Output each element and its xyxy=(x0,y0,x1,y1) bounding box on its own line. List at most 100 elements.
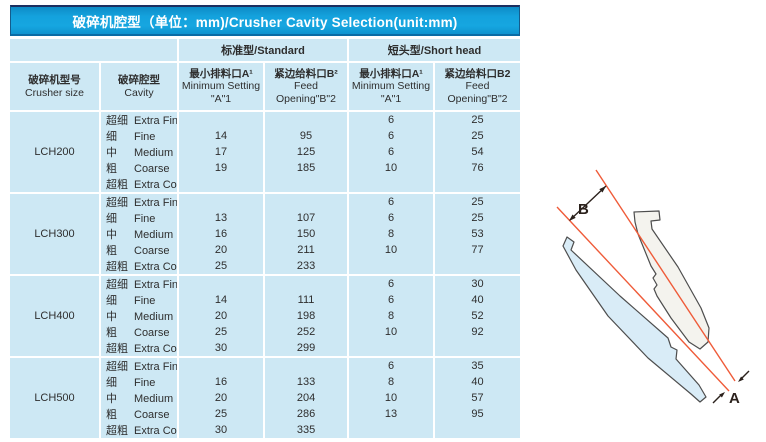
value-cell: 19 xyxy=(177,160,264,176)
value-cell: 40 xyxy=(433,374,521,390)
cavity-zh-label: 中 xyxy=(106,147,117,159)
table-row: 粗 Coarse 25 252 10 92 xyxy=(10,324,521,340)
value-cell: 286 xyxy=(262,406,349,422)
value-cell: 25 xyxy=(433,128,521,144)
header-en2: Opening"B"2 xyxy=(447,92,508,105)
cavity-en-label: Coarse xyxy=(134,245,170,257)
value-cell: 25 xyxy=(433,210,521,226)
header-zh: 破碎机型号 xyxy=(28,74,81,86)
cavity-cell: 超粗 Extra Coarse xyxy=(99,422,178,438)
value-cell xyxy=(347,176,435,193)
cavity-zh-label: 细 xyxy=(106,131,117,143)
value-cell: 111 xyxy=(262,292,349,308)
crusher-table-section: 破碎机腔型（单位：mm)/Crusher Cavity Selection(un… xyxy=(10,5,521,438)
cavity-en-label: Fine xyxy=(134,131,156,143)
cavity-cell: 中 Medium xyxy=(99,226,178,242)
cavity-en-label: Medium xyxy=(134,229,174,241)
cavity-cell: 超粗 Extra Coarse xyxy=(99,258,178,275)
table-row: 中 Medium 17 125 6 54 xyxy=(10,144,521,160)
value-cell: 52 xyxy=(433,308,521,324)
cavity-zh-label: 中 xyxy=(106,229,117,241)
group-header-row: 标准型/Standard 短头型/Short head xyxy=(10,39,521,62)
cavity-en-label: Coarse xyxy=(134,163,170,175)
value-cell: 16 xyxy=(177,374,264,390)
cavity-zh-label: 中 xyxy=(106,311,117,323)
cavity-zh-label: 超细 xyxy=(106,115,128,127)
value-cell xyxy=(262,356,349,374)
crusher-model-cell: LCH400 xyxy=(10,274,100,357)
value-cell xyxy=(262,192,349,210)
value-cell: 185 xyxy=(262,160,349,176)
dimension-b-label: B xyxy=(578,201,589,218)
value-cell: 25 xyxy=(177,406,264,422)
value-cell: 233 xyxy=(262,258,349,275)
value-cell xyxy=(262,274,349,292)
value-cell: 20 xyxy=(177,308,264,324)
value-cell: 6 xyxy=(347,210,435,226)
col-header-cavity: 破碎腔型 Cavity xyxy=(99,61,178,111)
value-cell: 40 xyxy=(433,292,521,308)
value-cell: 10 xyxy=(347,242,435,258)
value-cell xyxy=(433,258,521,275)
value-cell xyxy=(177,192,264,210)
col-header-standard-feed-opening: 紧边给料口B² Feed Opening"B"2 xyxy=(262,61,349,111)
cavity-zh-label: 细 xyxy=(106,295,117,307)
value-cell: 95 xyxy=(262,128,349,144)
cavity-en-label: Extra Coarse xyxy=(134,261,178,273)
value-cell: 335 xyxy=(262,422,349,438)
header-zh: 紧边给料口B² xyxy=(274,67,338,80)
table-row: 超粗 Extra Coarse30335 xyxy=(10,422,521,438)
table-row: 中 Medium 16 150 8 53 xyxy=(10,226,521,242)
cavity-cell: 粗 Coarse xyxy=(99,406,178,422)
group-header-empty-cell xyxy=(10,39,178,62)
dimension-a-label: A xyxy=(729,390,740,407)
cavity-en-label: Fine xyxy=(134,377,156,389)
column-header-row: 破碎机型号 Crusher size 破碎腔型 Cavity 最小排料口A¹ M… xyxy=(10,61,521,111)
cavity-cell: 粗 Coarse xyxy=(99,324,178,340)
value-cell: 211 xyxy=(262,242,349,258)
value-cell xyxy=(433,340,521,357)
cavity-en-label: Extra Coarse xyxy=(134,343,178,355)
cavity-zh-label: 粗 xyxy=(106,327,117,339)
table-row: 超粗 Extra Coarse30299 xyxy=(10,340,521,357)
value-cell: 53 xyxy=(433,226,521,242)
value-cell xyxy=(347,340,435,357)
concave-shape xyxy=(633,210,710,350)
value-cell: 57 xyxy=(433,390,521,406)
cavity-zh-label: 细 xyxy=(106,213,117,225)
value-cell: 14 xyxy=(177,292,264,308)
value-cell: 6 xyxy=(347,292,435,308)
col-header-standard-min-setting: 最小排料口A¹ Minimum Setting "A"1 xyxy=(177,61,264,111)
value-cell: 20 xyxy=(177,390,264,406)
cavity-diagram-svg: B A xyxy=(556,169,750,407)
cavity-cell: 超细 Extra Fine xyxy=(99,356,178,374)
value-cell: 6 xyxy=(347,128,435,144)
cavity-zh-label: 超粗 xyxy=(106,343,128,355)
cavity-en-label: Coarse xyxy=(134,409,170,421)
value-cell: 6 xyxy=(347,144,435,160)
cavity-cell: 中 Medium xyxy=(99,390,178,406)
cavity-line-right xyxy=(595,169,736,382)
group-header-short-head: 短头型/Short head xyxy=(347,39,521,62)
cavity-en-label: Medium xyxy=(134,147,174,159)
table-row: 细 Fine 13 107 6 25 xyxy=(10,210,521,226)
header-en: Minimum Setting xyxy=(351,80,431,93)
cavity-line-left xyxy=(556,206,730,392)
header-en2: "A"1 xyxy=(380,92,402,105)
value-cell xyxy=(177,110,264,128)
cavity-zh-label: 超细 xyxy=(106,279,128,291)
table-row: 粗 Coarse 19 185 10 76 xyxy=(10,160,521,176)
cavity-zh-label: 中 xyxy=(106,393,117,405)
cavity-cell: 粗 Coarse xyxy=(99,242,178,258)
value-cell: 30 xyxy=(177,422,264,438)
cavity-en-label: Fine xyxy=(134,213,156,225)
dimension-b xyxy=(569,185,607,221)
value-cell: 8 xyxy=(347,308,435,324)
cavity-zh-label: 粗 xyxy=(106,409,117,421)
header-en: Feed xyxy=(294,80,318,93)
header-en: Crusher size xyxy=(25,86,84,99)
cavity-cell: 粗 Coarse xyxy=(99,160,178,176)
header-en2: "A"1 xyxy=(210,92,232,105)
table-row: 中 Medium 20 198 8 52 xyxy=(10,308,521,324)
